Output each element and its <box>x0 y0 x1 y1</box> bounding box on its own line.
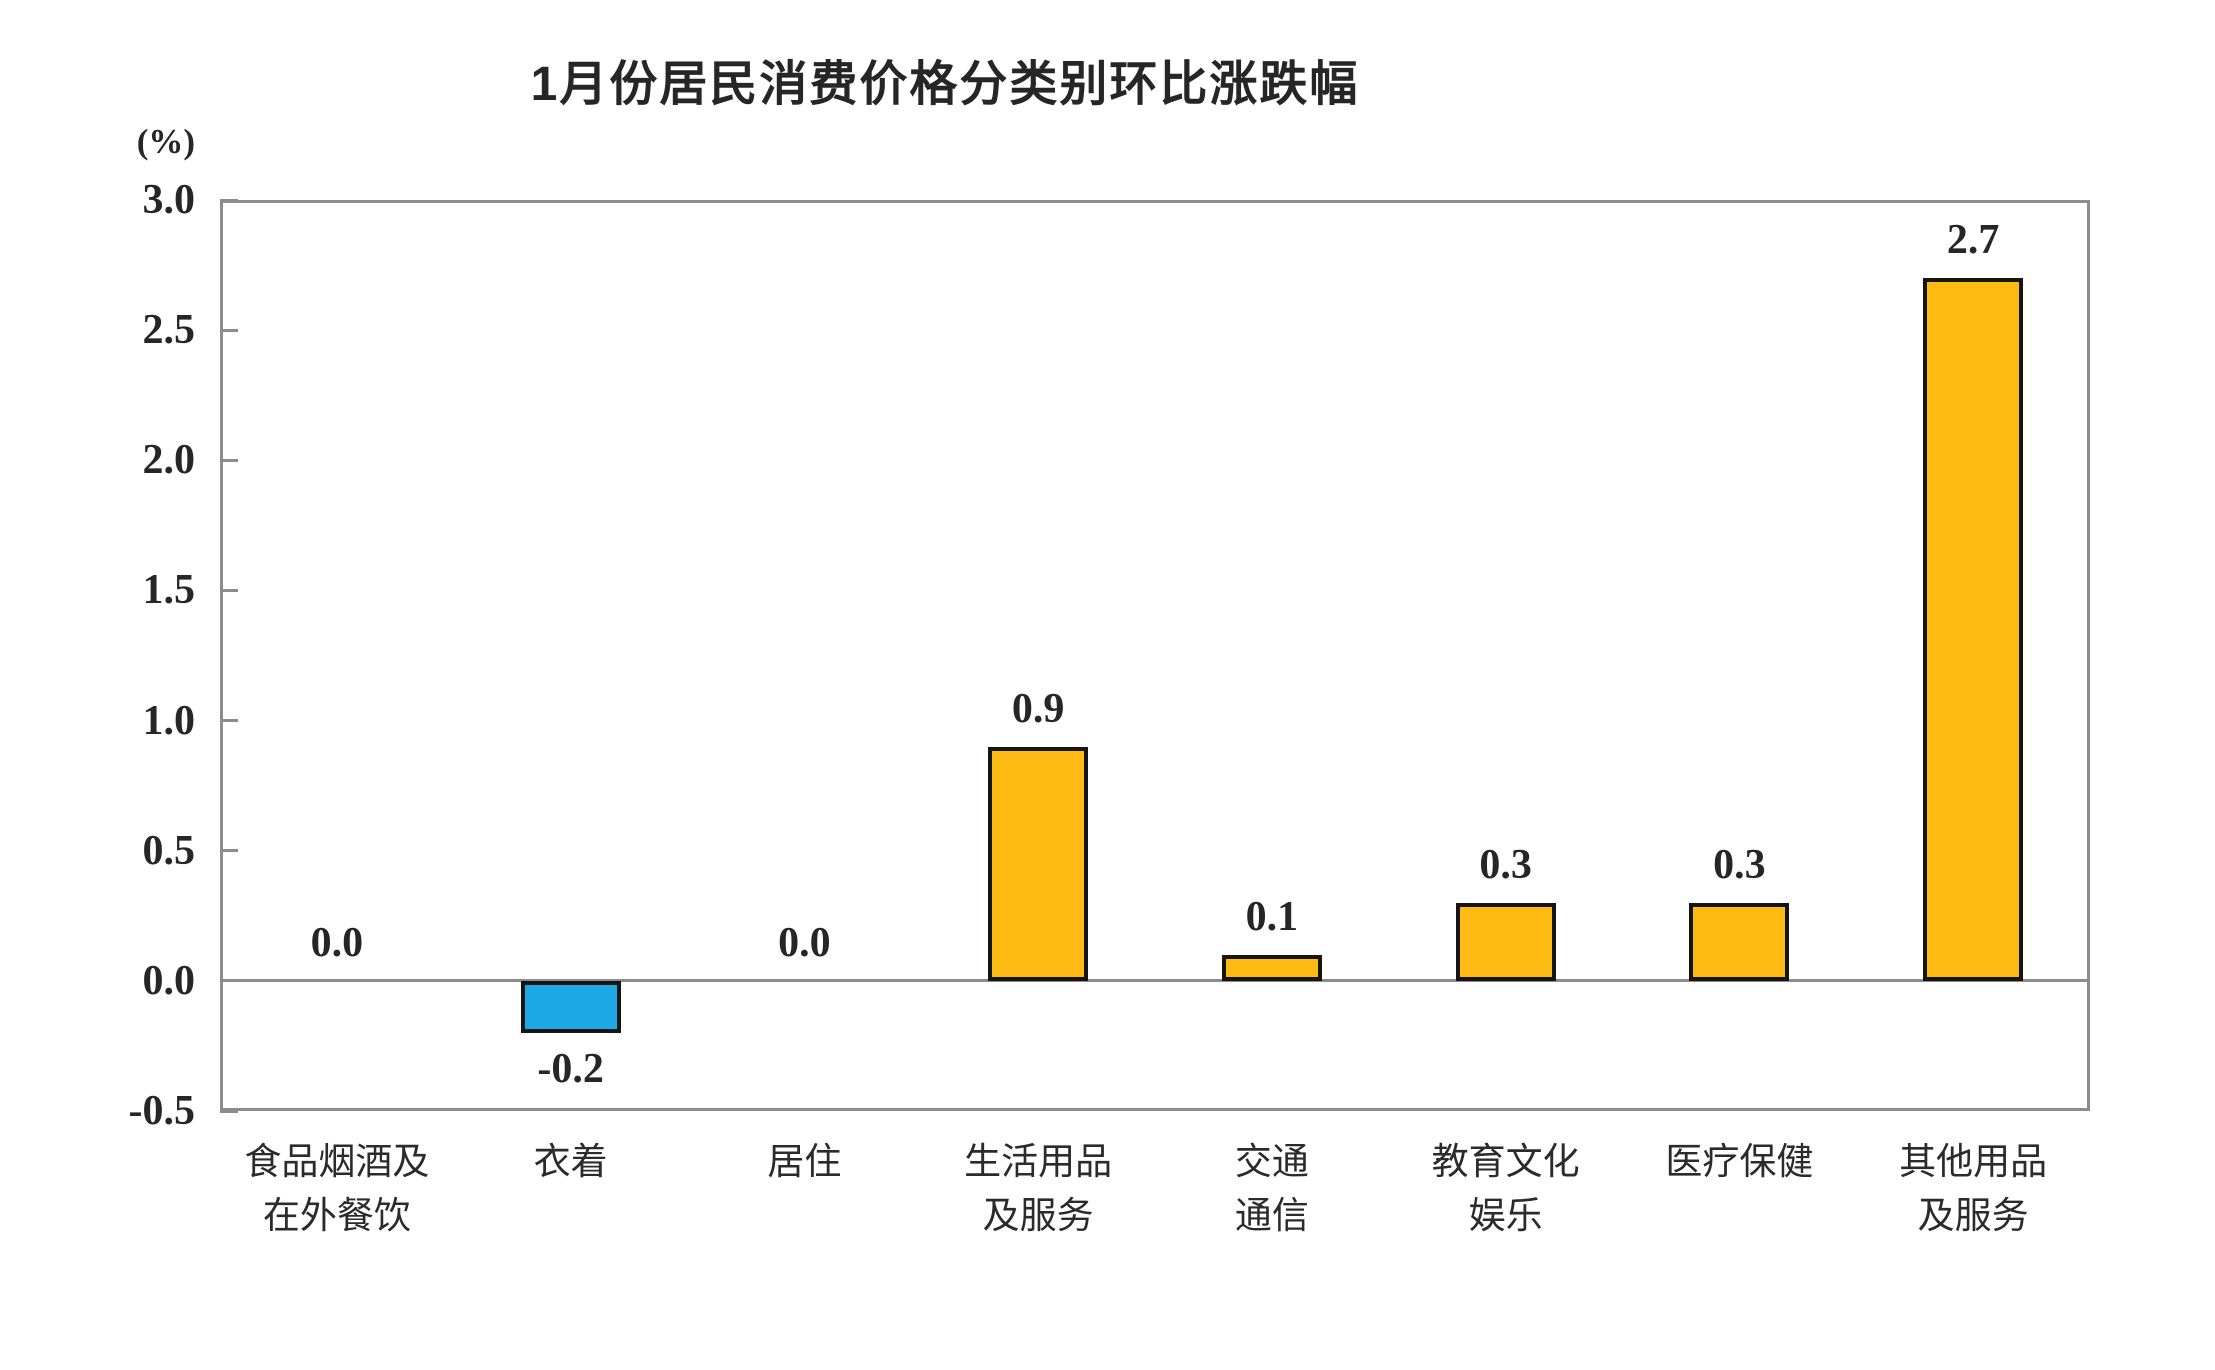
bar-3 <box>988 746 1089 981</box>
y-axis-tick <box>220 1109 238 1113</box>
y-axis-unit-label: (%) <box>136 122 195 161</box>
bar-value-label-2: 0.0 <box>778 919 831 966</box>
x-axis-label-2: 居住 <box>767 1142 842 1183</box>
bar-value-label-4: 0.1 <box>1245 893 1299 940</box>
chart-title: 1月份居民消费价格分类别环比涨跌幅 <box>530 58 1360 111</box>
bar-4 <box>1221 954 1322 981</box>
bar-value-label-5: 0.3 <box>1479 841 1532 888</box>
y-axis-tick-label: 3.0 <box>142 177 196 223</box>
bar-value-label-7: 2.7 <box>1946 217 2000 264</box>
y-axis-tick <box>220 198 238 202</box>
y-axis-tick-label: 2.5 <box>142 307 196 354</box>
y-axis-tick <box>220 588 238 592</box>
x-axis-label-7: 其他用品 及服务 <box>1899 1142 2048 1237</box>
zero-baseline <box>220 979 2090 983</box>
bar-value-label-3: 0.9 <box>1011 685 1065 732</box>
x-axis-label-3: 生活用品 及服务 <box>964 1142 1113 1237</box>
y-axis-tick <box>220 458 238 462</box>
bar-7 <box>1923 278 2024 981</box>
y-axis-tick-label: 0.0 <box>142 957 196 1004</box>
plot-frame-border <box>220 200 2090 1111</box>
y-axis-tick-label: -0.5 <box>128 1088 196 1134</box>
bar-6 <box>1689 902 1790 981</box>
y-axis-tick <box>220 849 238 853</box>
y-axis-tick-label: 0.5 <box>142 827 196 874</box>
x-axis-label-6: 医疗保健 <box>1665 1142 1814 1183</box>
y-axis-tick <box>220 328 238 332</box>
bar-value-label-1: -0.2 <box>537 1045 604 1092</box>
y-axis-tick-label: 1.5 <box>142 567 196 614</box>
bar-value-label-6: 0.3 <box>1713 841 1766 888</box>
x-axis-label-1: 衣着 <box>533 1142 608 1183</box>
bar-value-label-0: 0.0 <box>310 919 364 966</box>
x-axis-label-4: 交通 通信 <box>1234 1142 1309 1237</box>
y-axis-tick-label: 2.0 <box>142 437 196 484</box>
x-axis-label-5: 教育文化 娱乐 <box>1431 1142 1580 1237</box>
y-axis-tick <box>220 719 238 723</box>
y-axis-tick-label: 1.0 <box>142 697 196 744</box>
x-axis-label-0: 食品烟酒及 在外餐饮 <box>244 1142 430 1237</box>
bar-5 <box>1455 902 1556 981</box>
bar-1 <box>520 980 621 1033</box>
